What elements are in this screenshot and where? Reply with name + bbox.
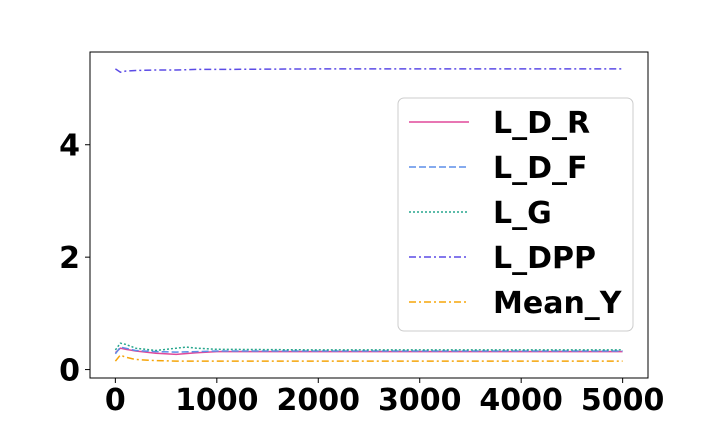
x-tick-label: 4000 [479,383,563,418]
x-tick-label: 0 [105,383,126,418]
y-tick-label: 4 [59,129,80,164]
series-line-mean-y [114,354,623,362]
legend-label: Mean_Y [493,286,623,321]
x-tick-label: 1000 [175,383,259,418]
x-axis: 0 1000 2000 3000 4000 5000 [105,378,664,418]
legend: L_D_R L_D_F L_G L_DPP Mean_Y [397,97,634,332]
plot-frame [89,51,649,379]
series-lines [114,68,623,362]
x-tick-label: 5000 [581,383,665,418]
y-tick-label: 2 [59,241,80,276]
y-axis: 0 2 4 [59,129,90,389]
legend-label: L_D_F [493,151,588,186]
legend-label: L_DPP [493,241,596,276]
legend-box [397,97,634,332]
x-tick-label: 2000 [277,383,361,418]
series-line-l-d-f [114,346,623,355]
series-line-l-dpp [114,68,623,73]
series-line-l-g [114,342,623,352]
y-tick-label: 0 [59,354,80,389]
legend-label: L_G [493,196,552,231]
legend-label: L_D_R [493,106,590,141]
x-tick-label: 3000 [378,383,462,418]
